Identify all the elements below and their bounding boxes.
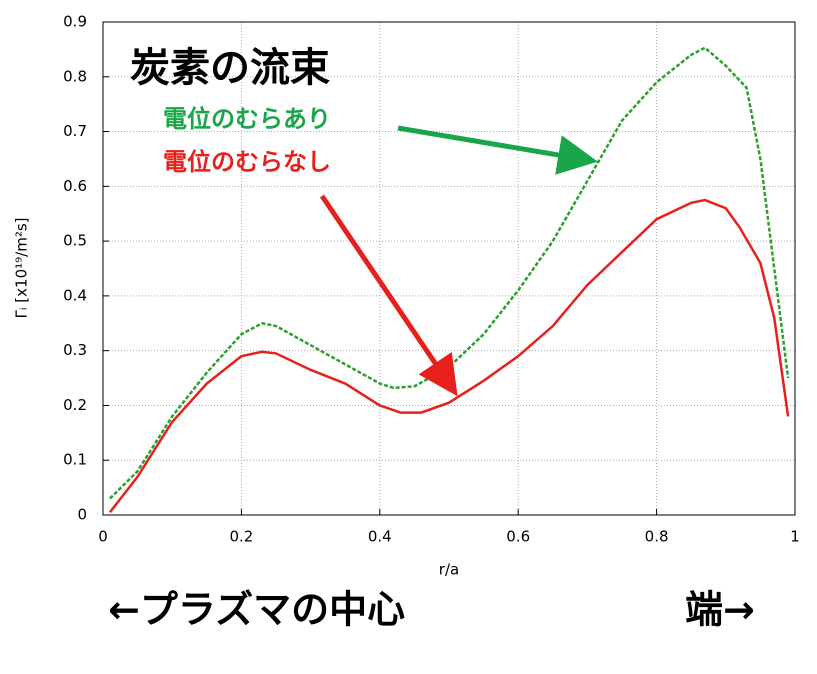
y-tick-label: 0.1	[63, 451, 87, 469]
y-axis-label: Γᵢ [x10¹⁹/m²s]	[13, 218, 31, 319]
legend-label: 電位のむらあり	[163, 105, 331, 133]
x-axis-label: r/a	[439, 561, 459, 579]
plot-frame	[102, 21, 796, 516]
arrow	[319, 194, 458, 397]
x-tick-label: 0.8	[645, 528, 669, 546]
y-tick-label: 0.5	[63, 232, 87, 250]
x-tick-label: 0.4	[368, 528, 392, 546]
series-line	[109, 46, 790, 500]
y-tick-label: 0.7	[63, 122, 87, 140]
series-line	[108, 198, 790, 514]
annotation: ←プラズマの中心	[108, 588, 405, 632]
annotation: 端→	[685, 588, 755, 632]
chart-title: 炭素の流束	[130, 45, 330, 91]
arrow	[397, 125, 598, 175]
y-tick-label: 0.8	[63, 67, 87, 85]
y-tick-label: 0.2	[63, 396, 87, 414]
y-tick-label: 0.9	[63, 13, 87, 31]
y-tick-label: 0.6	[63, 177, 87, 195]
legend-label: 電位のむらなし	[163, 148, 331, 176]
x-tick-label: 0.2	[229, 528, 253, 546]
y-tick-label: 0.3	[63, 341, 87, 359]
y-tick-label: 0.4	[63, 286, 87, 304]
x-tick-label: 0.6	[506, 528, 530, 546]
x-tick-label: 0	[98, 528, 108, 546]
x-tick-label: 1	[790, 528, 800, 546]
y-tick-label: 0	[77, 506, 87, 524]
